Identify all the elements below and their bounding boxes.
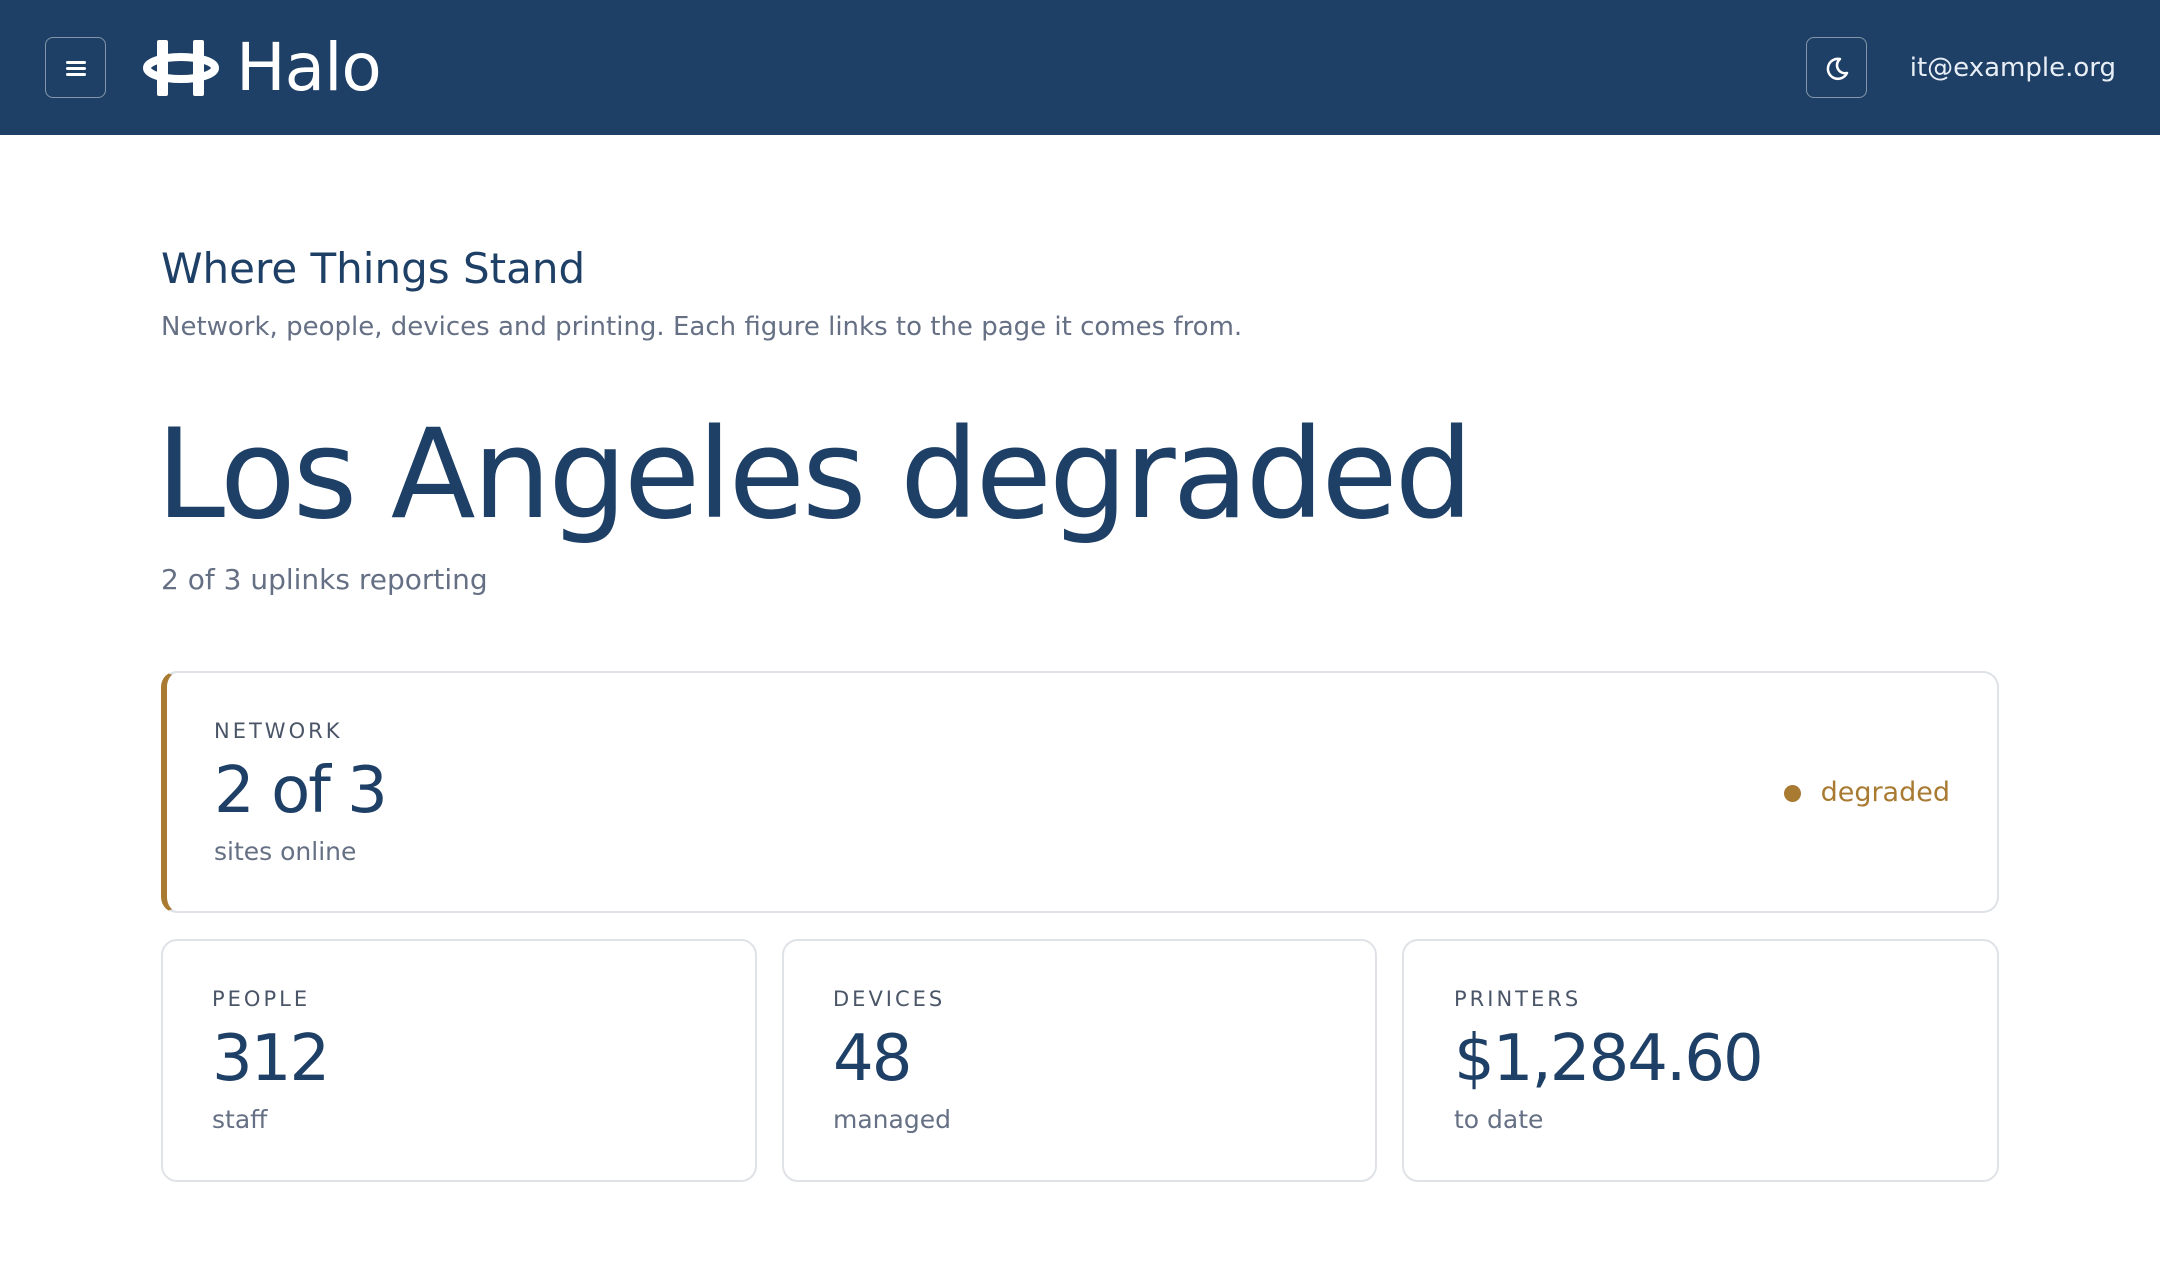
status-text: degraded bbox=[1820, 777, 1950, 808]
card-label: PEOPLE bbox=[212, 987, 311, 1011]
card-label: PRINTERS bbox=[1454, 987, 1582, 1011]
menu-icon bbox=[65, 60, 86, 76]
headline-caption: 2 of 3 uplinks reporting bbox=[161, 563, 488, 596]
top-bar: Halo it@example.org bbox=[0, 0, 2160, 135]
card-caption: to date bbox=[1454, 1105, 1544, 1134]
card-label: DEVICES bbox=[833, 987, 946, 1011]
card-label: NETWORK bbox=[214, 719, 343, 743]
menu-button[interactable] bbox=[45, 37, 106, 98]
metric-card[interactable]: DEVICES 48 managed bbox=[782, 939, 1377, 1182]
metric-card[interactable]: PRINTERS $1,284.60 to date bbox=[1402, 939, 1999, 1182]
user-email[interactable]: it@example.org bbox=[1909, 53, 2116, 83]
card-value: 312 bbox=[212, 1022, 330, 1096]
theme-toggle[interactable] bbox=[1806, 37, 1867, 98]
status-dot bbox=[1783, 784, 1801, 802]
section-subtitle: Network, people, devices and printing. E… bbox=[161, 312, 1243, 342]
card-value: $1,284.60 bbox=[1454, 1022, 1764, 1096]
card-caption: staff bbox=[212, 1105, 268, 1134]
status: degraded bbox=[1783, 776, 1950, 810]
headline: Los Angeles degraded bbox=[156, 403, 1473, 547]
moon-icon bbox=[1826, 57, 1848, 80]
card-caption: managed bbox=[833, 1105, 951, 1134]
brand[interactable]: Halo bbox=[236, 29, 382, 106]
network-card[interactable]: NETWORK 2 of 3 sites online degraded bbox=[161, 671, 1999, 913]
section-title: Where Things Stand bbox=[161, 244, 586, 293]
logo-icon bbox=[143, 40, 219, 96]
card-caption: sites online bbox=[214, 837, 357, 866]
card-value: 48 bbox=[833, 1022, 912, 1096]
card-value: 2 of 3 bbox=[214, 754, 388, 828]
metric-card[interactable]: PEOPLE 312 staff bbox=[161, 939, 757, 1182]
